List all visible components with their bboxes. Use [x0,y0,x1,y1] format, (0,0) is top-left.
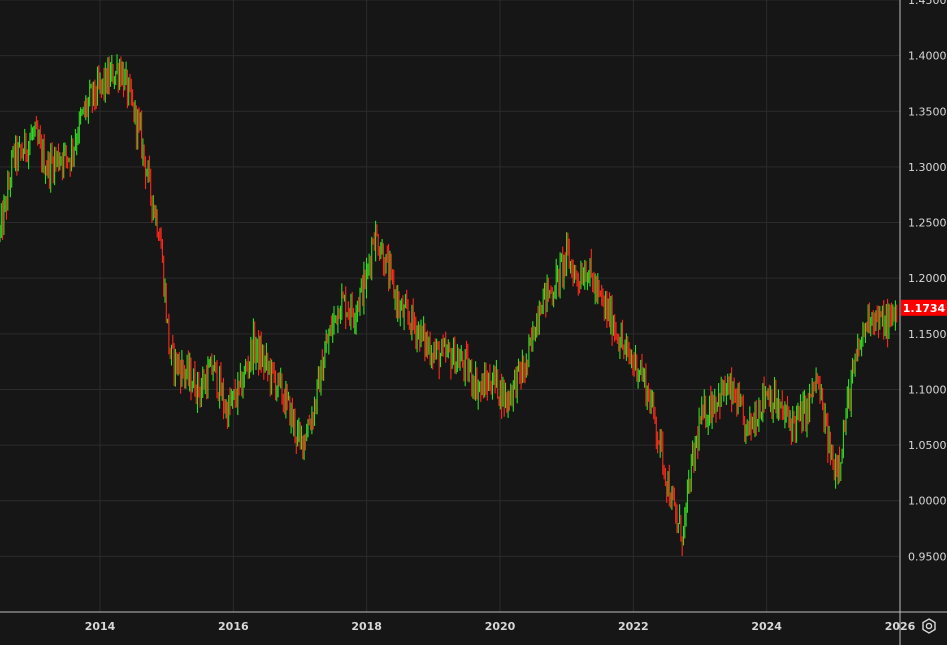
candlestick-series [0,54,898,556]
y-axis: 1.4500 1.4000 1.3500 1.3000 1.2500 1.2000 1.15… [899,0,947,645]
grid [0,0,901,612]
y-tick-label: 1.0000 [908,495,947,508]
last-price-label: 1.1734 [901,299,947,316]
x-tick-label: 2024 [751,620,782,633]
y-tick-label: 1.1500 [908,328,947,341]
x-tick-label: 2016 [218,620,249,633]
x-tick-label: 2014 [85,620,116,633]
last-price-label-bg [901,299,947,316]
y-tick-label: 1.3500 [908,105,947,118]
x-tick-label: 2018 [351,620,382,633]
x-axis: 2014 2016 2018 2020 2022 2024 2026 [0,611,947,633]
gear-icon [922,618,936,634]
x-tick-label: 2026 [885,620,916,633]
y-tick-label: 1.3000 [908,161,947,174]
x-tick-label: 2020 [485,620,516,633]
y-tick-label: 1.4000 [908,50,947,63]
y-tick-label: 1.0500 [908,439,947,452]
settings-button[interactable] [920,617,938,635]
x-tick-label: 2022 [618,620,649,633]
y-tick-label: 1.4500 [908,0,947,7]
y-tick-label: 0.9500 [908,550,947,563]
last-price-value: 1.1734 [903,302,946,315]
y-tick-label: 1.2000 [908,272,947,285]
y-tick-label: 1.2500 [908,217,947,230]
y-tick-label: 1.1000 [908,383,947,396]
